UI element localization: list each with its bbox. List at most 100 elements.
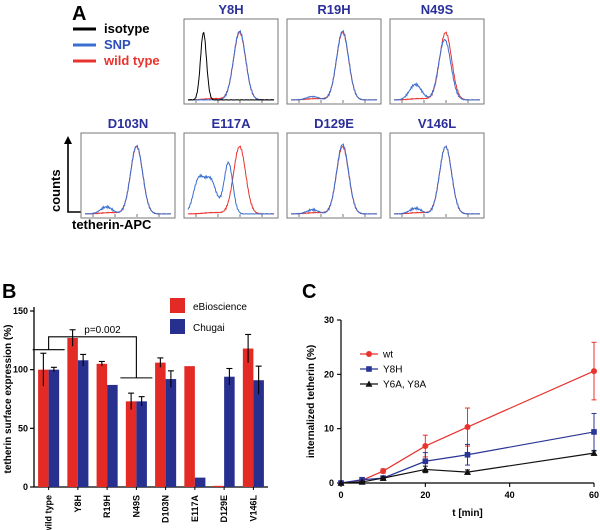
bar-ebioscience-d103n bbox=[155, 362, 166, 487]
histogram-frame bbox=[286, 18, 382, 105]
legend-label: Y8H bbox=[383, 365, 402, 376]
histogram-snp-curve bbox=[187, 161, 275, 215]
y-tick-label: 30 bbox=[324, 315, 334, 325]
histogram-d129e: D129E bbox=[286, 116, 382, 219]
histogram-y8h: Y8H bbox=[183, 2, 279, 105]
histogram-snp-curve bbox=[290, 143, 378, 215]
y-tick-label: 10 bbox=[324, 424, 334, 434]
data-point bbox=[591, 368, 597, 375]
histogram-frame bbox=[389, 132, 485, 219]
histogram-title: V146L bbox=[418, 116, 456, 131]
panel-b-bar-chart: 0 50 100 150 tetherin surface expression (%)… bbox=[3, 298, 268, 530]
legend-swatch-ebioscience bbox=[170, 298, 185, 313]
x-tick-label: N49S bbox=[131, 495, 141, 518]
y-tick-label: 20 bbox=[324, 369, 334, 379]
bar-ebioscience-wild-type bbox=[38, 369, 49, 487]
x-tick-label: D103N bbox=[161, 495, 171, 523]
histogram-snp-curve bbox=[393, 145, 481, 215]
legend-marker bbox=[365, 380, 373, 387]
bar-ebioscience-d129e bbox=[213, 485, 225, 487]
legend-marker bbox=[366, 351, 372, 357]
histogram-title: N49S bbox=[421, 2, 454, 17]
significance-bracket bbox=[48, 336, 137, 378]
x-tick-label: V146L bbox=[248, 495, 258, 522]
bar-chugai-y8h bbox=[77, 360, 89, 487]
data-point bbox=[590, 449, 598, 456]
histogram-frame bbox=[80, 132, 176, 219]
panel-letter-b: B bbox=[2, 281, 16, 303]
bar-ebioscience-r19h bbox=[96, 363, 108, 487]
legend-swatch-chugai bbox=[170, 319, 185, 334]
histogram-title: E117A bbox=[211, 116, 251, 131]
bar-chugai-v146l bbox=[253, 380, 264, 487]
series-line bbox=[340, 431, 595, 484]
histogram-title: R19H bbox=[317, 2, 350, 17]
histogram-frame bbox=[183, 18, 279, 105]
data-point bbox=[422, 458, 429, 465]
x-tick-label: E117A bbox=[190, 495, 200, 523]
panel-c-line-chart: 0 10 20 30 0 20 40 60 t [min] internalized tether… bbox=[306, 315, 599, 519]
y-axis-label: tetherin surface expression (%) bbox=[3, 325, 14, 474]
y-arrowhead bbox=[64, 136, 72, 144]
y-tick-label: 0 bbox=[23, 482, 28, 492]
data-point bbox=[379, 474, 387, 481]
histogram-frame bbox=[286, 132, 382, 219]
histogram-isotype-curve bbox=[187, 31, 275, 101]
legend-label-snp: SNP bbox=[104, 37, 131, 52]
panel-letter-a: A bbox=[72, 3, 86, 25]
p-value-annotation: p=0.002 bbox=[84, 325, 121, 336]
histogram-snp-curve bbox=[84, 144, 172, 215]
y-tick-label: 150 bbox=[13, 306, 28, 316]
histogram-n49s: N49S bbox=[389, 2, 485, 105]
x-tick-label: wild type bbox=[44, 495, 54, 530]
legend-marker bbox=[366, 366, 372, 372]
histogram-v146l: V146L bbox=[389, 116, 485, 219]
bar-ebioscience-n49s bbox=[125, 401, 137, 487]
data-point bbox=[464, 451, 471, 458]
bar-ebioscience-y8h bbox=[67, 337, 78, 487]
series-line bbox=[340, 452, 595, 484]
legend-label: wt bbox=[382, 350, 393, 361]
histogram-e117a: E117A bbox=[183, 116, 279, 219]
bar-chugai-e117a bbox=[194, 477, 206, 487]
x-tick-label: 60 bbox=[589, 490, 599, 500]
y-tick-label: 100 bbox=[13, 365, 28, 375]
histogram-title: D129E bbox=[314, 116, 354, 131]
bar-chugai-wild-type bbox=[48, 369, 60, 487]
legend-label-wild-type: wild type bbox=[103, 53, 160, 68]
x-tick-label: 20 bbox=[420, 490, 430, 500]
data-point bbox=[380, 468, 387, 475]
histogram-snp-curve bbox=[290, 29, 378, 101]
legend-label-chugai: Chugai bbox=[193, 323, 225, 334]
tetherin-apc-axis-label: tetherin-APC bbox=[72, 217, 152, 232]
data-point bbox=[464, 468, 471, 475]
panel-letter-c: C bbox=[302, 281, 316, 303]
y-tick-label: 0 bbox=[329, 478, 334, 488]
legend-label-ebioscience: eBioscience bbox=[193, 302, 247, 313]
x-tick-label: 0 bbox=[338, 490, 343, 500]
x-tick-label: D129E bbox=[219, 495, 229, 523]
data-point bbox=[422, 443, 429, 450]
y-tick-label: 50 bbox=[18, 423, 28, 433]
x-axis-label: t [min] bbox=[452, 508, 483, 519]
x-tick-label: Y8H bbox=[73, 495, 83, 513]
bar-chugai-d129e bbox=[224, 376, 235, 487]
data-point bbox=[337, 479, 345, 486]
bar-ebioscience-e117a bbox=[184, 366, 195, 487]
histogram-snp-curve bbox=[393, 38, 481, 101]
bar-chugai-r19h bbox=[107, 384, 118, 487]
data-point bbox=[591, 429, 597, 435]
histogram-r19h: R19H bbox=[286, 2, 382, 105]
series-y6a-y8a bbox=[337, 449, 598, 486]
bar-chugai-d103n bbox=[165, 379, 177, 487]
x-tick-label: R19H bbox=[102, 495, 112, 518]
histogram-frame bbox=[183, 132, 279, 219]
bar-chugai-n49s bbox=[136, 401, 147, 487]
histogram-grid: Y8H R19H N49S D103N E117A D129E V146L bbox=[80, 2, 485, 219]
legend-label: Y6A, Y8A bbox=[383, 380, 427, 391]
panel-a-legend: isotype SNP wild type bbox=[73, 21, 160, 68]
counts-axis-label: counts bbox=[48, 169, 63, 212]
y-axis-label: internalized tetherin (%) bbox=[306, 345, 317, 458]
data-point bbox=[464, 424, 471, 431]
histogram-d103n: D103N bbox=[80, 116, 176, 219]
